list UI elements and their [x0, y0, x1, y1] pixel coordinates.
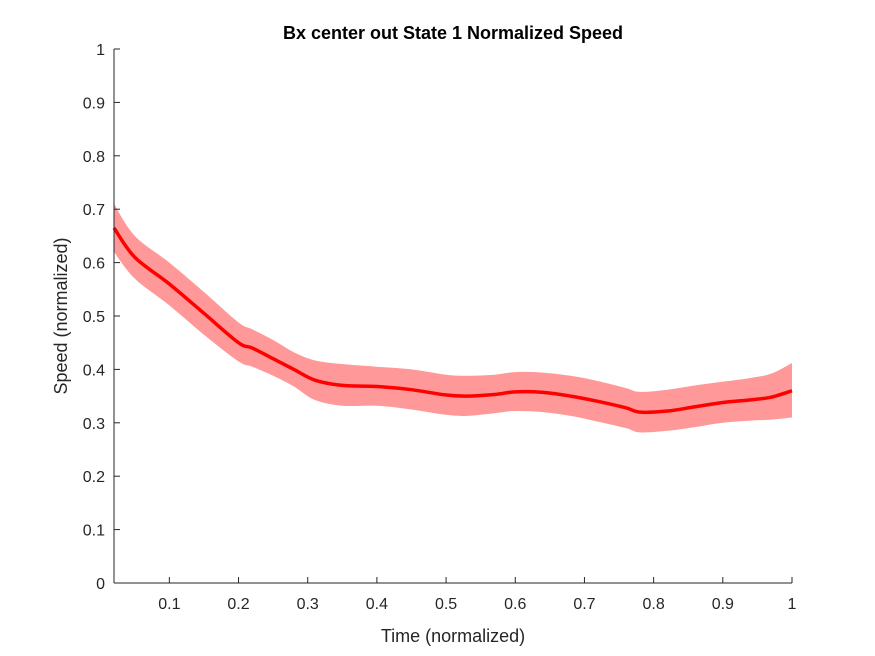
x-tick-label: 0.7: [573, 596, 595, 613]
y-tick-label: 0.2: [83, 469, 105, 486]
y-tick-label: 0.7: [83, 202, 105, 219]
y-tick-label: 0.3: [83, 416, 105, 433]
x-tick-label: 0.8: [643, 596, 665, 613]
y-tick-label: 1: [96, 42, 105, 59]
y-tick-label: 0.8: [83, 149, 105, 166]
y-tick-label: 0.6: [83, 256, 105, 273]
x-tick-label: 0.4: [366, 596, 388, 613]
x-tick-label: 0.3: [297, 596, 319, 613]
y-tick-label: 0: [96, 576, 105, 593]
series-0-error-band: [114, 203, 792, 433]
x-tick-label: 0.9: [712, 596, 734, 613]
y-tick-label: 0.4: [83, 362, 105, 379]
series-0-mean-line: [112, 226, 793, 415]
y-tick-label: 0.5: [83, 309, 105, 326]
y-axis-label: Speed (normalized): [51, 237, 71, 394]
y-ticks: 0 0.1 0.2 0.3 0.4 0.5 0.6 0.7 0.8 0.9 1: [83, 42, 120, 593]
x-axis-label: Time (normalized): [381, 626, 525, 646]
x-tick-label: 0.1: [158, 596, 180, 613]
x-tick-label: 0.2: [227, 596, 249, 613]
y-tick-label: 0.1: [83, 523, 105, 540]
x-ticks: 0.1 0.2 0.3 0.4 0.5 0.6 0.7 0.8 0.9 1: [158, 577, 797, 613]
x-tick-label: 1: [788, 596, 797, 613]
x-tick-label: 0.6: [504, 596, 526, 613]
y-tick-label: 0.9: [83, 95, 105, 112]
x-tick-label: 0.5: [435, 596, 457, 613]
chart-title: Bx center out State 1 Normalized Speed: [283, 23, 623, 43]
series-layer: [112, 203, 793, 433]
